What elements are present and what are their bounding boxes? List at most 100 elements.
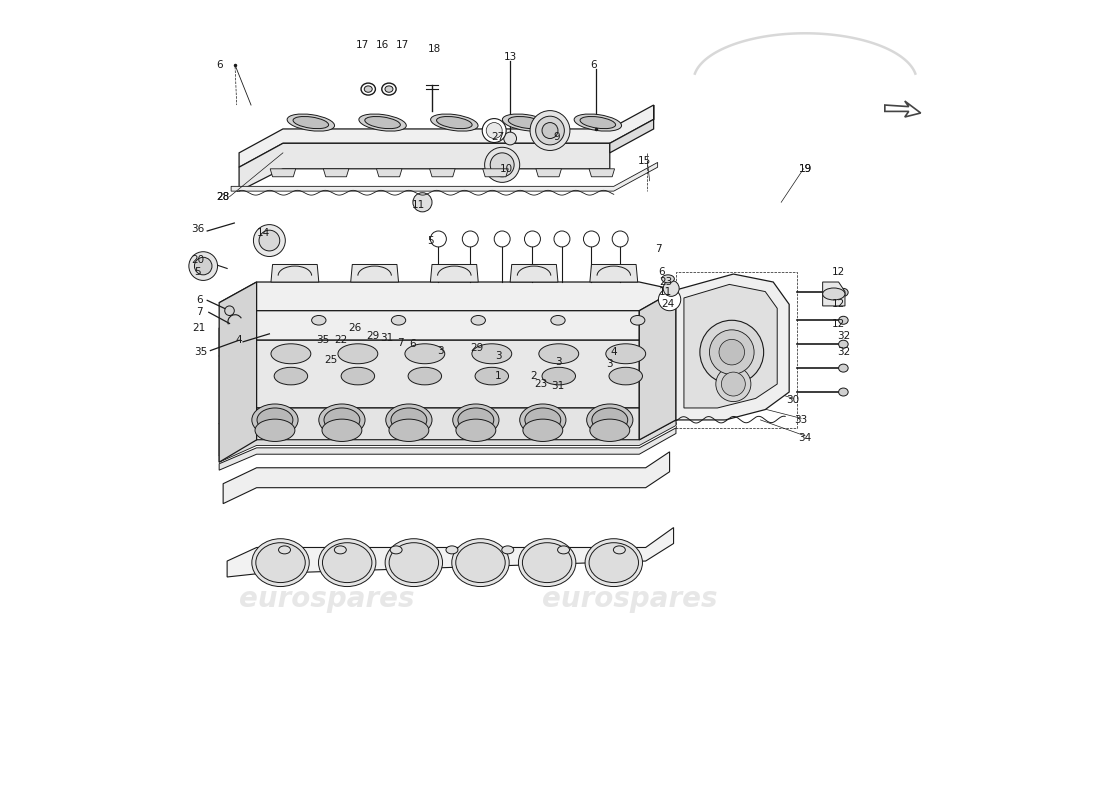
Ellipse shape xyxy=(838,388,848,396)
Ellipse shape xyxy=(274,367,308,385)
Ellipse shape xyxy=(455,542,505,582)
Ellipse shape xyxy=(455,419,496,442)
Ellipse shape xyxy=(585,538,642,586)
Ellipse shape xyxy=(334,546,346,554)
Text: 23: 23 xyxy=(659,277,672,287)
Circle shape xyxy=(462,231,478,247)
Text: 3: 3 xyxy=(437,346,443,355)
Circle shape xyxy=(504,132,517,145)
Text: 6: 6 xyxy=(591,60,597,70)
Text: 15: 15 xyxy=(637,156,651,166)
Text: 35: 35 xyxy=(195,347,208,357)
Circle shape xyxy=(525,231,540,247)
Circle shape xyxy=(536,116,564,145)
Text: 17: 17 xyxy=(356,40,370,50)
Polygon shape xyxy=(219,420,676,462)
Text: 36: 36 xyxy=(191,223,205,234)
Ellipse shape xyxy=(319,404,365,436)
Circle shape xyxy=(613,231,628,247)
Text: 12: 12 xyxy=(832,299,845,310)
Ellipse shape xyxy=(823,288,845,300)
Text: 31: 31 xyxy=(551,381,564,390)
Text: 13: 13 xyxy=(504,52,517,62)
Polygon shape xyxy=(376,169,402,177)
Ellipse shape xyxy=(252,538,309,586)
Ellipse shape xyxy=(580,117,616,129)
Ellipse shape xyxy=(472,344,512,364)
Ellipse shape xyxy=(503,114,550,131)
Circle shape xyxy=(663,281,679,296)
Ellipse shape xyxy=(518,538,575,586)
Text: 4: 4 xyxy=(235,335,242,346)
Ellipse shape xyxy=(519,404,565,436)
Text: 7: 7 xyxy=(196,307,202,318)
Circle shape xyxy=(710,330,755,374)
Polygon shape xyxy=(676,274,789,420)
Text: 3: 3 xyxy=(554,357,561,366)
Ellipse shape xyxy=(311,315,326,325)
Ellipse shape xyxy=(630,315,645,325)
Text: eurospares: eurospares xyxy=(239,586,415,614)
Circle shape xyxy=(542,122,558,138)
Ellipse shape xyxy=(386,404,432,436)
Ellipse shape xyxy=(525,408,561,432)
Text: 28: 28 xyxy=(217,192,230,202)
Text: 24: 24 xyxy=(661,299,674,310)
Text: 5: 5 xyxy=(427,235,433,246)
Ellipse shape xyxy=(838,316,848,324)
Ellipse shape xyxy=(471,315,485,325)
Text: 19: 19 xyxy=(799,164,812,174)
Text: 1: 1 xyxy=(495,371,502,381)
Ellipse shape xyxy=(551,315,565,325)
Polygon shape xyxy=(823,282,845,306)
Ellipse shape xyxy=(586,404,632,436)
Text: 34: 34 xyxy=(799,434,812,443)
Polygon shape xyxy=(271,265,319,282)
Text: 12: 12 xyxy=(832,319,845,330)
Ellipse shape xyxy=(838,288,848,296)
Ellipse shape xyxy=(590,542,638,582)
Polygon shape xyxy=(231,162,658,191)
Text: 5: 5 xyxy=(195,267,201,278)
Ellipse shape xyxy=(271,344,311,364)
Polygon shape xyxy=(227,527,673,577)
Text: 7: 7 xyxy=(656,243,662,254)
Text: 29: 29 xyxy=(470,343,483,353)
Text: 4: 4 xyxy=(610,347,617,357)
Ellipse shape xyxy=(322,542,372,582)
Circle shape xyxy=(195,258,212,275)
Text: 26: 26 xyxy=(348,323,361,334)
Ellipse shape xyxy=(324,408,360,432)
Polygon shape xyxy=(219,282,676,310)
Polygon shape xyxy=(219,310,639,356)
Ellipse shape xyxy=(392,315,406,325)
Ellipse shape xyxy=(359,114,406,131)
Polygon shape xyxy=(351,265,398,282)
Text: 32: 32 xyxy=(837,347,850,357)
Text: 18: 18 xyxy=(428,44,441,54)
Ellipse shape xyxy=(405,344,444,364)
Ellipse shape xyxy=(606,344,646,364)
Ellipse shape xyxy=(590,419,629,442)
Text: 19: 19 xyxy=(799,164,812,174)
Ellipse shape xyxy=(592,408,628,432)
Ellipse shape xyxy=(293,117,329,129)
Ellipse shape xyxy=(453,404,499,436)
Ellipse shape xyxy=(287,114,334,131)
Circle shape xyxy=(253,225,285,257)
Text: 2: 2 xyxy=(530,371,538,381)
Ellipse shape xyxy=(252,404,298,436)
Ellipse shape xyxy=(385,538,442,586)
Circle shape xyxy=(485,147,519,182)
Ellipse shape xyxy=(446,546,458,554)
Ellipse shape xyxy=(452,538,509,586)
Ellipse shape xyxy=(385,86,393,92)
Polygon shape xyxy=(536,169,561,177)
Circle shape xyxy=(719,339,745,365)
Polygon shape xyxy=(609,105,653,153)
Ellipse shape xyxy=(389,419,429,442)
Ellipse shape xyxy=(364,86,372,92)
Ellipse shape xyxy=(475,367,508,385)
Ellipse shape xyxy=(522,419,563,442)
Text: 11: 11 xyxy=(411,200,425,210)
